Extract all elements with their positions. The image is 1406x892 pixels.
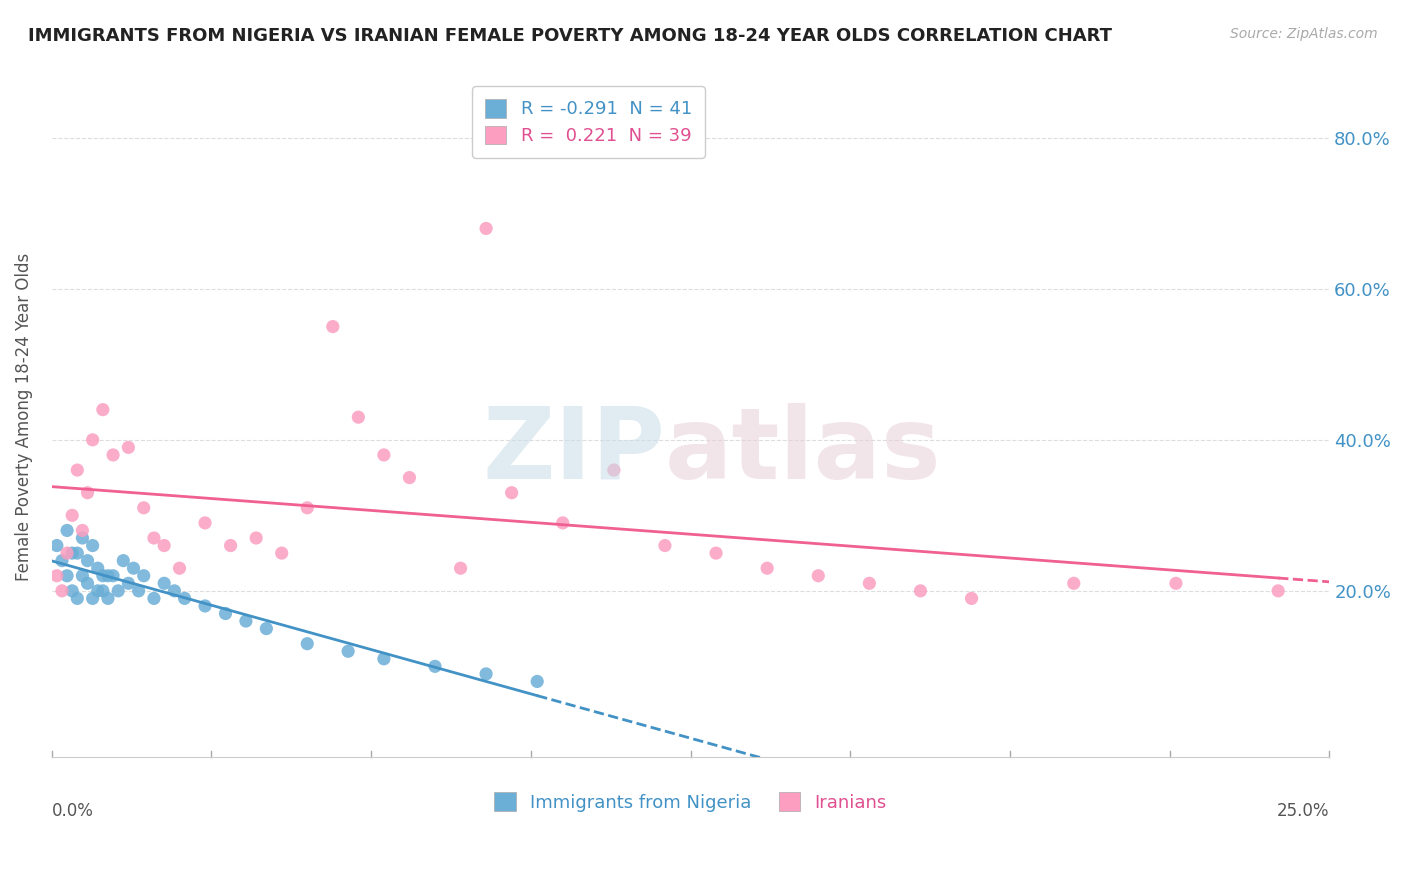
Point <box>117 576 139 591</box>
Point <box>163 583 186 598</box>
Point <box>60 508 83 523</box>
Point <box>450 561 472 575</box>
Point <box>82 591 104 606</box>
Point <box>153 576 176 591</box>
Point <box>101 448 124 462</box>
Point <box>1164 576 1187 591</box>
Point <box>107 583 129 598</box>
Point <box>72 524 94 538</box>
Point <box>101 568 124 582</box>
Point <box>91 568 114 582</box>
Point <box>66 591 89 606</box>
Point <box>45 568 67 582</box>
Point <box>91 583 114 598</box>
Point <box>76 554 98 568</box>
Point <box>76 485 98 500</box>
Point <box>56 546 79 560</box>
Point <box>66 463 89 477</box>
Point <box>51 583 73 598</box>
Point <box>132 500 155 515</box>
Point <box>91 402 114 417</box>
Point <box>270 546 292 560</box>
Point <box>153 539 176 553</box>
Point <box>704 546 727 560</box>
Point <box>45 539 67 553</box>
Point <box>56 524 79 538</box>
Text: atlas: atlas <box>665 402 942 500</box>
Point <box>122 561 145 575</box>
Point <box>858 576 880 591</box>
Point <box>551 516 574 530</box>
Point <box>66 546 89 560</box>
Point <box>82 539 104 553</box>
Point <box>214 607 236 621</box>
Point <box>194 599 217 613</box>
Point <box>603 463 626 477</box>
Point <box>322 319 344 334</box>
Point <box>82 433 104 447</box>
Point <box>297 637 319 651</box>
Point <box>1063 576 1085 591</box>
Point <box>807 568 830 582</box>
Point <box>194 516 217 530</box>
Point <box>960 591 983 606</box>
Point <box>128 583 150 598</box>
Point <box>910 583 932 598</box>
Point <box>72 531 94 545</box>
Text: 0.0%: 0.0% <box>52 802 94 821</box>
Point <box>245 531 267 545</box>
Point <box>97 568 120 582</box>
Point <box>219 539 242 553</box>
Point <box>60 583 83 598</box>
Legend: Immigrants from Nigeria, Iranians: Immigrants from Nigeria, Iranians <box>484 781 898 822</box>
Point <box>142 531 165 545</box>
Point <box>97 591 120 606</box>
Text: Source: ZipAtlas.com: Source: ZipAtlas.com <box>1230 27 1378 41</box>
Point <box>654 539 676 553</box>
Point <box>235 614 257 628</box>
Point <box>169 561 191 575</box>
Point <box>132 568 155 582</box>
Point <box>72 568 94 582</box>
Point <box>173 591 195 606</box>
Point <box>87 583 110 598</box>
Point <box>142 591 165 606</box>
Text: 25.0%: 25.0% <box>1277 802 1329 821</box>
Point <box>373 448 395 462</box>
Point <box>398 470 420 484</box>
Point <box>501 485 523 500</box>
Point <box>373 652 395 666</box>
Point <box>60 546 83 560</box>
Point <box>423 659 446 673</box>
Point <box>756 561 779 575</box>
Point <box>56 568 79 582</box>
Point <box>297 500 319 515</box>
Point <box>117 441 139 455</box>
Point <box>87 561 110 575</box>
Y-axis label: Female Poverty Among 18-24 Year Olds: Female Poverty Among 18-24 Year Olds <box>15 253 32 582</box>
Point <box>526 674 548 689</box>
Point <box>337 644 360 658</box>
Text: ZIP: ZIP <box>482 402 665 500</box>
Point <box>475 666 498 681</box>
Point <box>51 554 73 568</box>
Point <box>475 221 498 235</box>
Point <box>76 576 98 591</box>
Point <box>112 554 135 568</box>
Text: IMMIGRANTS FROM NIGERIA VS IRANIAN FEMALE POVERTY AMONG 18-24 YEAR OLDS CORRELAT: IMMIGRANTS FROM NIGERIA VS IRANIAN FEMAL… <box>28 27 1112 45</box>
Point <box>254 622 277 636</box>
Point <box>347 410 370 425</box>
Point <box>1267 583 1289 598</box>
